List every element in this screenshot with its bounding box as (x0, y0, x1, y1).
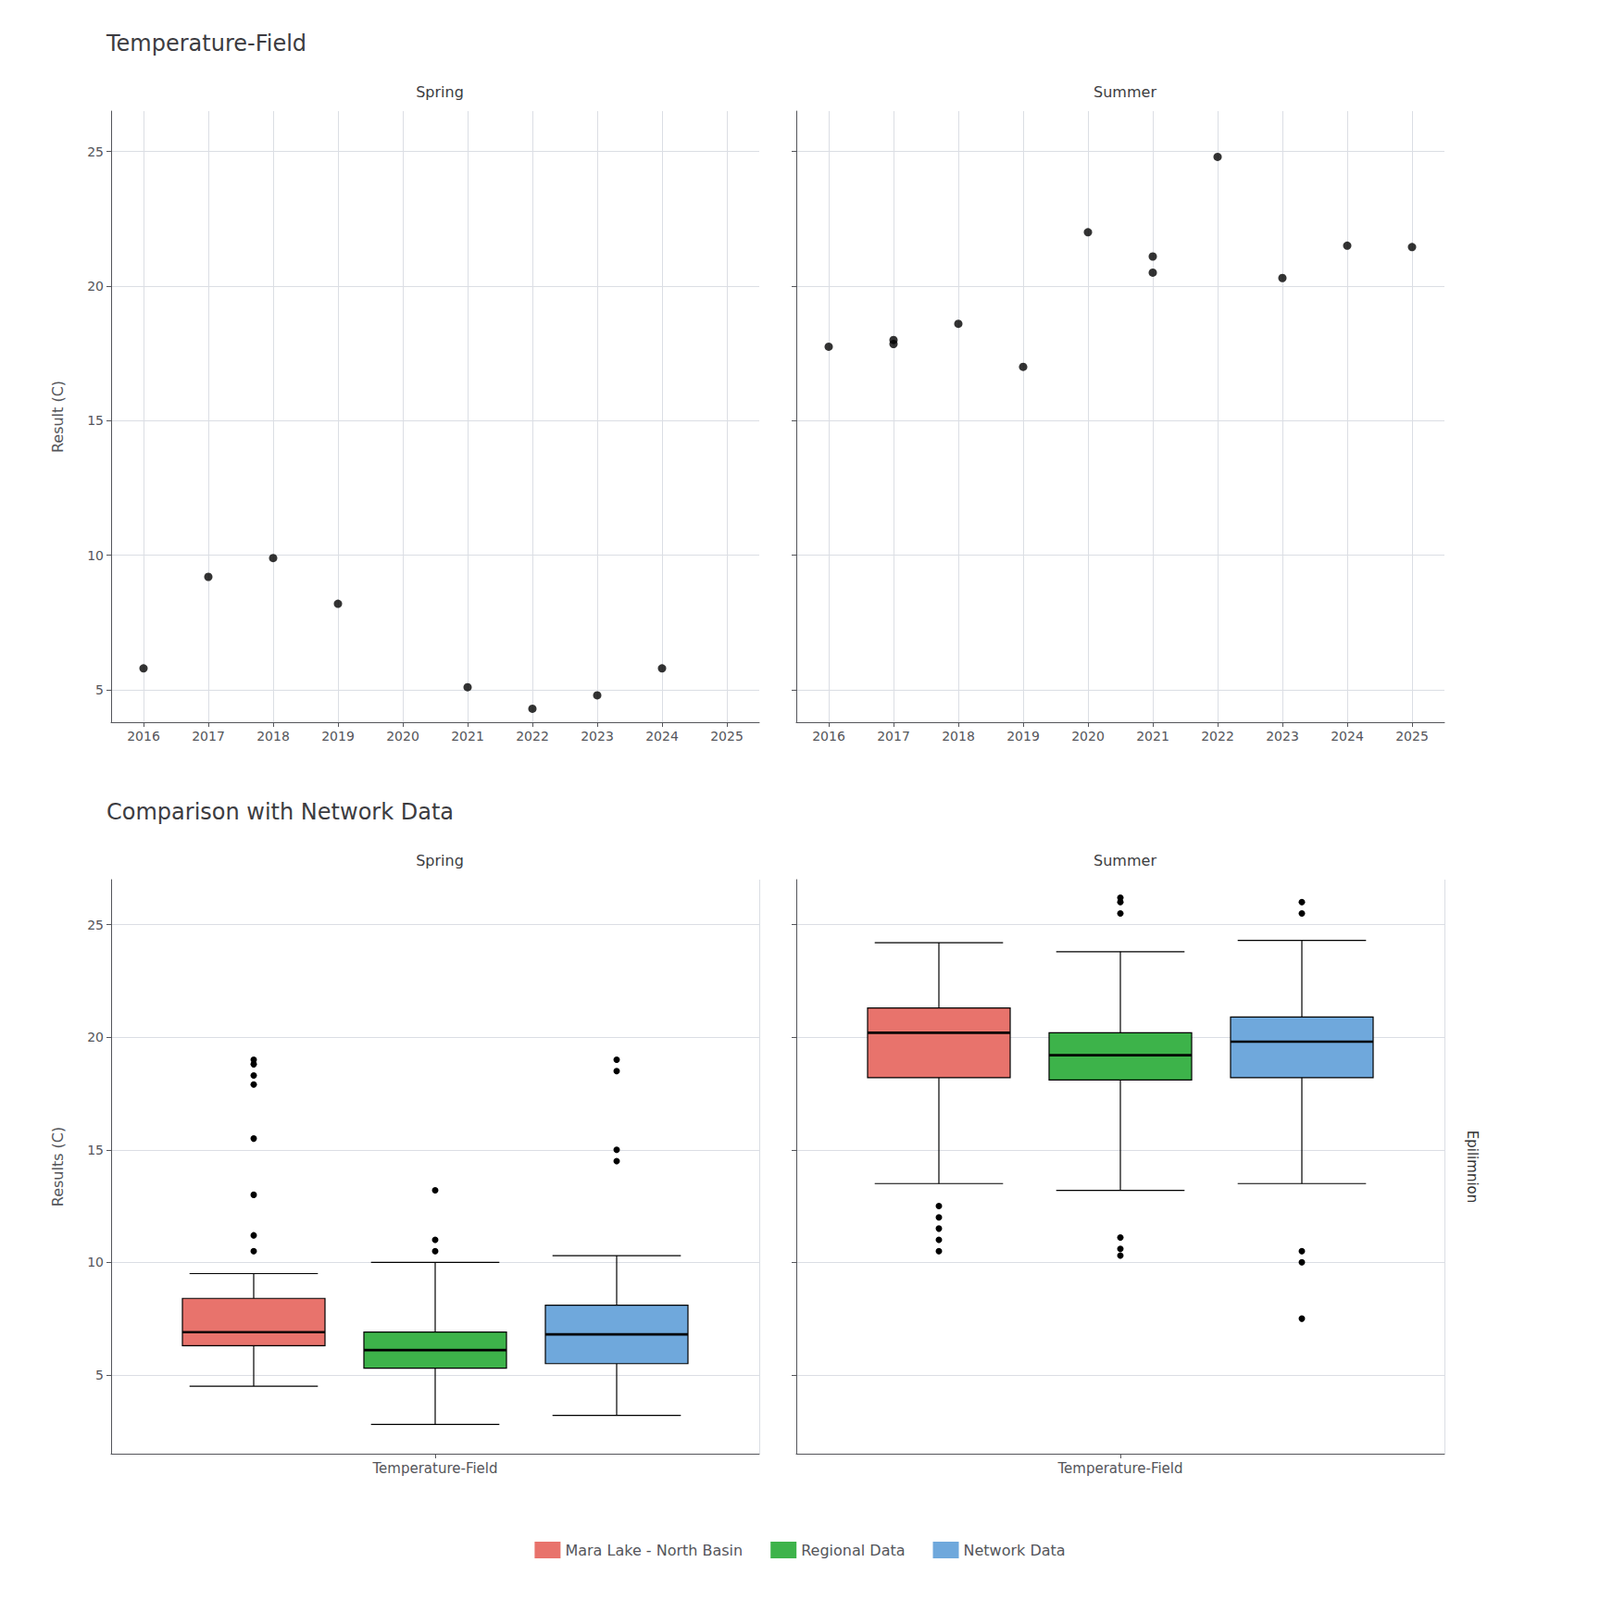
svg-text:2025: 2025 (710, 728, 744, 744)
svg-text:2023: 2023 (1265, 728, 1300, 744)
svg-text:25: 25 (87, 917, 104, 933)
svg-text:2025: 2025 (1395, 728, 1429, 744)
svg-text:10: 10 (87, 1254, 104, 1270)
svg-text:Regional Data: Regional Data (800, 1541, 905, 1560)
svg-text:20: 20 (87, 278, 104, 294)
svg-text:2017: 2017 (876, 728, 911, 744)
svg-text:Spring: Spring (415, 851, 464, 870)
svg-text:25: 25 (87, 144, 104, 160)
svg-text:Result (C): Result (C) (49, 380, 67, 453)
svg-text:2018: 2018 (941, 728, 975, 744)
svg-text:15: 15 (87, 1142, 104, 1158)
svg-text:2022: 2022 (1200, 728, 1235, 744)
svg-text:Summer: Summer (1093, 83, 1157, 101)
svg-text:2019: 2019 (321, 728, 355, 744)
svg-text:Network Data: Network Data (963, 1541, 1066, 1560)
svg-text:Temperature-Field: Temperature-Field (105, 30, 307, 57)
svg-text:20: 20 (87, 1029, 104, 1045)
svg-text:Temperature-Field: Temperature-Field (1056, 1460, 1183, 1477)
svg-text:2016: 2016 (812, 728, 846, 744)
svg-text:2017: 2017 (191, 728, 225, 744)
svg-text:2018: 2018 (256, 728, 290, 744)
svg-text:Comparison with Network Data: Comparison with Network Data (106, 799, 454, 825)
svg-text:2019: 2019 (1006, 728, 1040, 744)
svg-text:Summer: Summer (1093, 851, 1157, 870)
svg-text:2021: 2021 (450, 728, 485, 744)
svg-text:5: 5 (95, 682, 104, 698)
svg-text:2024: 2024 (645, 728, 679, 744)
svg-text:2024: 2024 (1330, 728, 1364, 744)
svg-text:10: 10 (87, 548, 104, 563)
svg-text:2016: 2016 (126, 728, 161, 744)
svg-text:Results (C): Results (C) (49, 1126, 67, 1208)
svg-text:2023: 2023 (580, 728, 614, 744)
svg-text:2021: 2021 (1136, 728, 1170, 744)
svg-text:Spring: Spring (415, 83, 464, 101)
svg-text:15: 15 (87, 412, 104, 428)
svg-text:Temperature-Field: Temperature-Field (371, 1460, 498, 1477)
svg-text:2020: 2020 (1071, 728, 1105, 744)
svg-text:5: 5 (95, 1367, 104, 1383)
svg-text:Mara Lake - North Basin: Mara Lake - North Basin (564, 1541, 743, 1560)
svg-text:Epilimnion: Epilimnion (1463, 1130, 1481, 1203)
svg-text:2020: 2020 (386, 728, 420, 744)
svg-text:2022: 2022 (515, 728, 550, 744)
